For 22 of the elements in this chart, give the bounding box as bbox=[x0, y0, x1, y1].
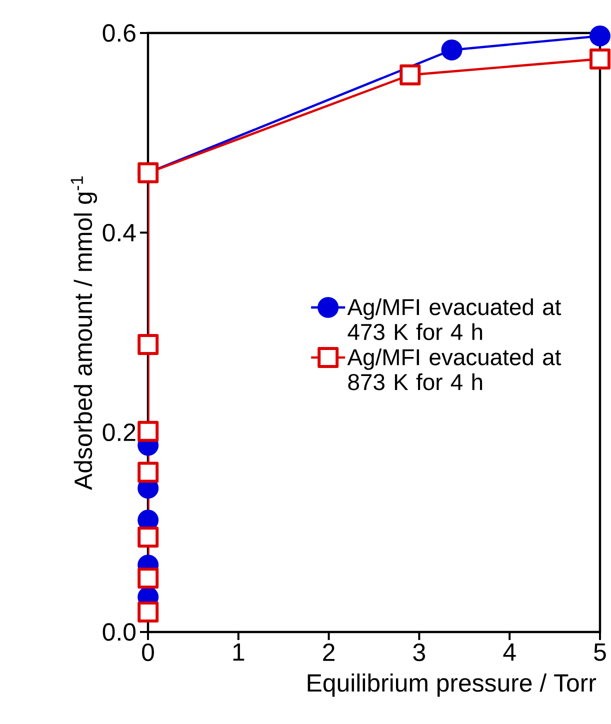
x-axis-title: Equilibrium pressure / Torr bbox=[308, 674, 596, 697]
x-tick-label: 3 bbox=[413, 644, 426, 662]
x-tick-label: 1 bbox=[233, 644, 244, 661]
point bbox=[441, 39, 462, 60]
legend-label: Ag/MFI evacuated at 473 K for 4 h bbox=[347, 298, 562, 340]
point bbox=[138, 602, 159, 623]
legend-label: Ag/MFI evacuated at 873 K for 4 h bbox=[347, 348, 562, 390]
x-tick-label: 5 bbox=[594, 644, 606, 661]
point bbox=[138, 334, 159, 355]
y-tick-label: 0.0 bbox=[102, 623, 136, 641]
point bbox=[138, 526, 159, 548]
point bbox=[138, 568, 159, 589]
x-tick-label: 0 bbox=[142, 644, 154, 662]
x-tick-label: 4 bbox=[503, 644, 516, 661]
y-tick-label: 0.2 bbox=[102, 424, 136, 442]
point bbox=[400, 64, 421, 86]
x-tick-label: 2 bbox=[323, 644, 334, 661]
y-tick-label: 0.6 bbox=[102, 24, 136, 42]
y-tick-label: 0.4 bbox=[102, 224, 136, 242]
point bbox=[138, 420, 159, 442]
point bbox=[138, 462, 159, 483]
y-axis-title: Adsorbed amount / mmol g$^{-1}$ bbox=[70, 176, 98, 490]
